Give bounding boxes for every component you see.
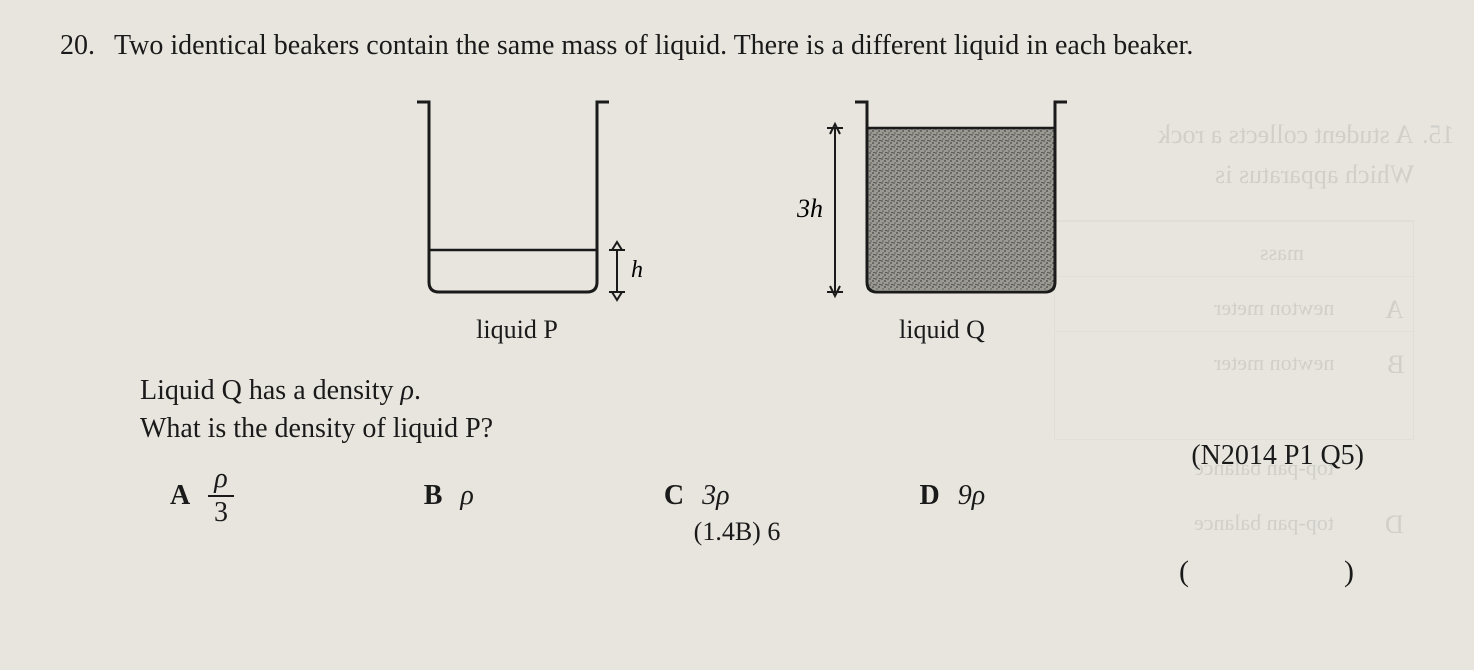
ghost-text: 15.	[1422, 120, 1455, 150]
ghost-table	[1054, 220, 1414, 440]
beaker-p-height-label: h	[631, 257, 643, 283]
option-a-value: ρ 3	[208, 465, 233, 527]
ghost-text: A student collects a rock	[1158, 120, 1414, 150]
ghost-text: D	[1385, 510, 1404, 540]
answer-parentheses: ( )	[1179, 555, 1354, 589]
beaker-p-bracket-top-arrow	[612, 242, 622, 250]
option-b-letter: B	[424, 480, 443, 512]
option-b-value: ρ	[460, 480, 473, 512]
option-c: C 3ρ	[664, 480, 730, 512]
ghost-text: Which apparatus is	[1215, 160, 1414, 190]
subtext-line1-prefix: Liquid Q has a density	[140, 375, 401, 406]
beaker-q-height-label: 3h	[797, 194, 823, 223]
subtext-line1-suffix: .	[414, 375, 421, 406]
beaker-q-group: 3h liquid Q	[797, 92, 1087, 345]
question-text: Two identical beakers contain the same m…	[114, 30, 1193, 62]
beaker-p-outline	[417, 102, 609, 292]
ghost-text: top-pan balance	[1194, 455, 1334, 481]
density-symbol: ρ	[401, 375, 414, 406]
page-footer-ref: (1.4B) 6	[694, 517, 781, 547]
option-d: D 9ρ	[920, 480, 986, 512]
ghost-text: top-pan balance	[1194, 510, 1334, 536]
beaker-p-label: liquid P	[387, 315, 647, 345]
option-d-value: 9ρ	[958, 480, 985, 512]
beaker-q-svg: 3h	[797, 92, 1087, 302]
beaker-p-bracket-bottom-arrow	[612, 292, 622, 300]
beaker-p-svg: h	[387, 92, 647, 302]
option-c-value: 3ρ	[702, 480, 729, 512]
beaker-q-liquid-fill	[867, 128, 1055, 290]
question-number: 20.	[60, 30, 100, 62]
option-a: A ρ 3	[170, 465, 234, 527]
option-a-letter: A	[170, 480, 190, 512]
beaker-q-label: liquid Q	[797, 315, 1087, 345]
option-b: B ρ	[424, 480, 474, 512]
beaker-p-group: h liquid P	[387, 92, 647, 345]
option-d-letter: D	[920, 480, 940, 512]
option-c-letter: C	[664, 480, 684, 512]
